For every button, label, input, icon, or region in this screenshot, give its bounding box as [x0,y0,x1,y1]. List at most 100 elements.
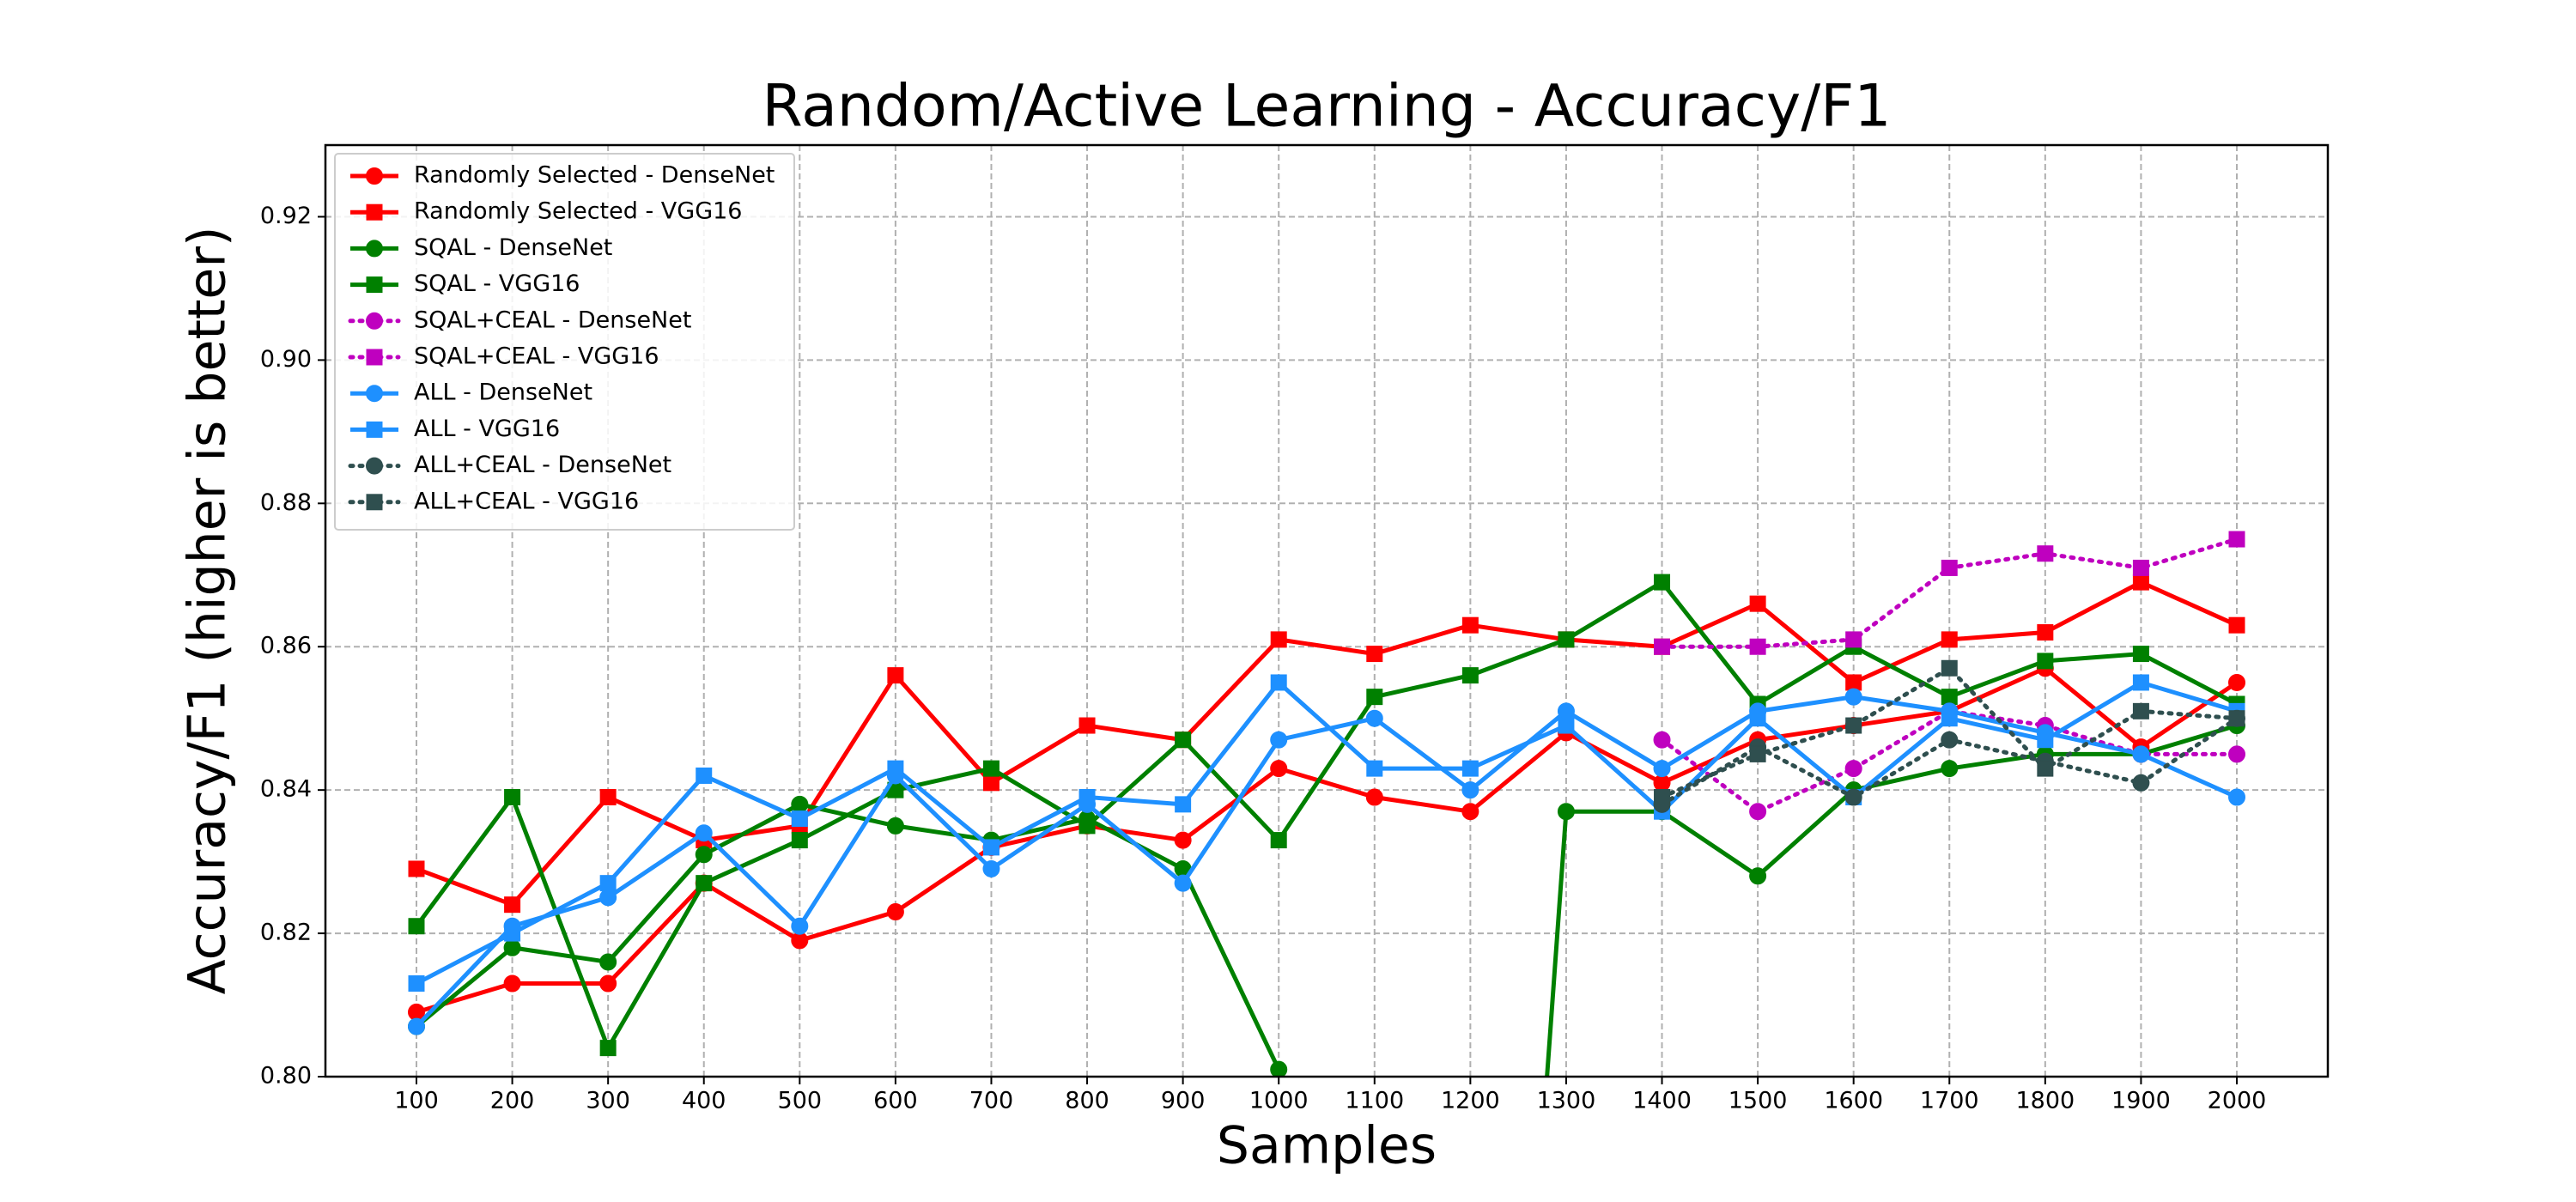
data-point [2132,774,2150,792]
ticks: 0.80 0.82 0.84 0.86 0.88 0.90 0.92 100 200 300 400… [260,203,2266,1114]
data-point [1941,559,1958,576]
data-point [1558,631,1575,648]
data-point [504,925,521,942]
legend-label: ALL - VGG16 [414,416,560,442]
data-point [695,846,713,864]
data-point [2228,745,2245,763]
plot-area [408,531,2245,1077]
data-point [887,667,904,684]
data-point [2228,788,2245,806]
x-axis-label: Samples [1217,1116,1437,1176]
data-point [982,859,1000,877]
data-point [791,917,809,935]
x-tick-label: 1000 [1249,1088,1309,1114]
chart-title: Random/Active Learning - Accuracy/F1 [762,73,1891,141]
data-point [2037,624,2054,641]
x-tick-label: 600 [873,1088,918,1114]
y-tick-label: 0.92 [260,203,312,229]
data-point [1270,631,1287,648]
data-point [1941,710,1958,727]
data-point [1175,732,1192,749]
legend-label: SQAL+CEAL - DenseNet [414,307,691,333]
data-point [599,953,617,971]
data-point [1749,595,1766,612]
data-point [1461,760,1479,777]
legend-label: ALL+CEAL - DenseNet [414,452,671,478]
data-point [1078,817,1096,835]
data-point [982,839,999,856]
data-point [1749,867,1767,885]
y-tick-label: 0.88 [260,489,312,516]
data-point [1653,731,1671,749]
data-point [1175,796,1192,813]
data-point [1941,689,1958,706]
data-point [791,810,808,828]
data-point [696,875,713,892]
data-point [982,760,999,777]
data-point [1461,616,1479,634]
data-point [1845,631,1862,648]
data-point [1941,659,1958,677]
data-point [408,1017,425,1035]
y-tick-label: 0.80 [260,1063,312,1090]
legend-label: ALL - DenseNet [414,379,592,406]
data-point [503,938,521,956]
x-tick-label: 1400 [1632,1088,1692,1114]
legend-marker [366,349,383,366]
data-point [1078,789,1096,805]
legend-marker [366,494,383,511]
x-tick-label: 1600 [1824,1088,1883,1114]
x-tick-label: 700 [969,1088,1014,1114]
data-point [599,875,617,892]
legend-label: SQAL - DenseNet [414,234,612,261]
x-tick-label: 900 [1161,1088,1206,1114]
data-point [1461,667,1479,684]
data-point [1461,781,1479,799]
data-point [1845,717,1862,734]
data-point [2228,616,2245,634]
data-point [886,817,904,835]
data-point [1749,710,1766,727]
data-point [1844,788,1862,806]
data-point [1461,803,1479,821]
data-point [791,832,808,849]
data-point [599,789,617,805]
legend-label: Randomly Selected - VGG16 [414,198,742,225]
axes-frame [324,143,2330,1078]
data-point [1174,874,1192,892]
data-point [2132,702,2149,719]
data-point [1174,831,1192,849]
legend-box [334,153,795,531]
data-point [1270,731,1288,749]
data-point [408,860,425,877]
data-point [2037,760,2054,777]
data-point [2228,710,2245,727]
data-point [1941,631,1958,648]
data-point [1749,803,1767,821]
data-point [1749,638,1766,655]
data-point [1557,803,1575,821]
data-point [1366,689,1383,706]
x-tick-label: 1300 [1537,1088,1596,1114]
y-tick-label: 0.82 [260,920,312,946]
data-point [1654,574,1671,591]
data-point [886,903,904,921]
x-tick-label: 1700 [1920,1088,1979,1114]
data-point [1844,760,1862,778]
legend-marker [366,385,383,403]
y-axis-label: Accuracy/F1 (higher is better) [178,227,238,995]
x-tick-label: 500 [778,1088,823,1114]
legend: Randomly Selected - DenseNet Randomly Sel… [334,153,795,531]
data-point [1270,760,1288,778]
legend-marker [366,203,383,221]
y-tick-label: 0.90 [260,346,312,373]
data-point [2228,531,2245,548]
data-point [1365,709,1383,727]
data-point [791,932,809,950]
data-point [504,896,521,914]
legend-marker [366,312,383,330]
data-point [1653,760,1671,778]
legend-marker [366,240,383,258]
x-tick-label: 1100 [1345,1088,1404,1114]
